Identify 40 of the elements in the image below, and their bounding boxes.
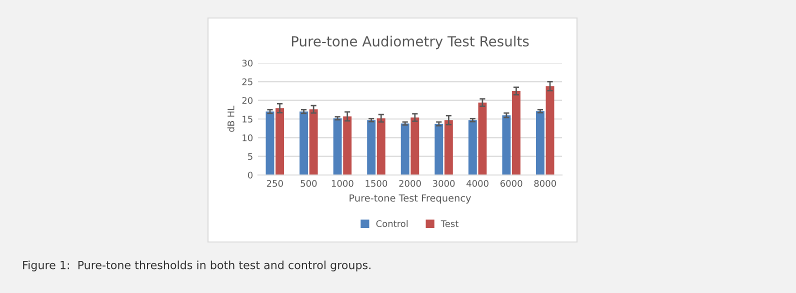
x-tick-label: 3000 [432,180,455,187]
bar [276,108,284,175]
bar [536,111,544,175]
x-axis-title: Pure-tone Test Frequency [350,194,471,204]
bar [367,120,376,175]
bar [400,123,410,175]
bar [410,118,420,175]
caption: Figure 1: Pure-tone thresholds in both test and control groups. [23,260,370,272]
bar [333,118,342,175]
y-axis-title: dB HL [227,106,234,132]
y-tick-label: 15 [242,116,252,123]
x-tick-label: 1500 [366,180,388,187]
bar [266,112,274,175]
bar [376,118,386,175]
y-tick-label: 30 [242,60,253,67]
bar [343,116,352,175]
y-tick-label: 25 [242,78,252,86]
y-tick-label: 5 [248,153,252,160]
x-tick-label: 2000 [399,180,421,187]
x-tick-label: 6000 [500,180,522,187]
x-tick-label: 500 [300,180,317,187]
y-tick-label: 0 [248,172,253,179]
bar [444,120,453,175]
legend-label: Test [440,220,458,228]
x-tick-label: 8000 [534,180,556,187]
bar [468,120,477,175]
chart-title: Pure-tone Audiometry Test Results [292,36,529,50]
y-tick-label: 20 [242,97,253,104]
y-tick-label: 10 [242,134,253,142]
bar [502,115,511,175]
x-tick-label: 1000 [332,180,354,187]
x-tick-label: 4000 [466,180,488,187]
bar [512,91,520,175]
bar [309,109,318,175]
bar [300,112,308,175]
x-tick-label: 250 [266,180,283,187]
bar [546,86,554,175]
legend-label: Control [376,220,408,228]
bar [478,102,487,175]
bar [434,124,444,175]
